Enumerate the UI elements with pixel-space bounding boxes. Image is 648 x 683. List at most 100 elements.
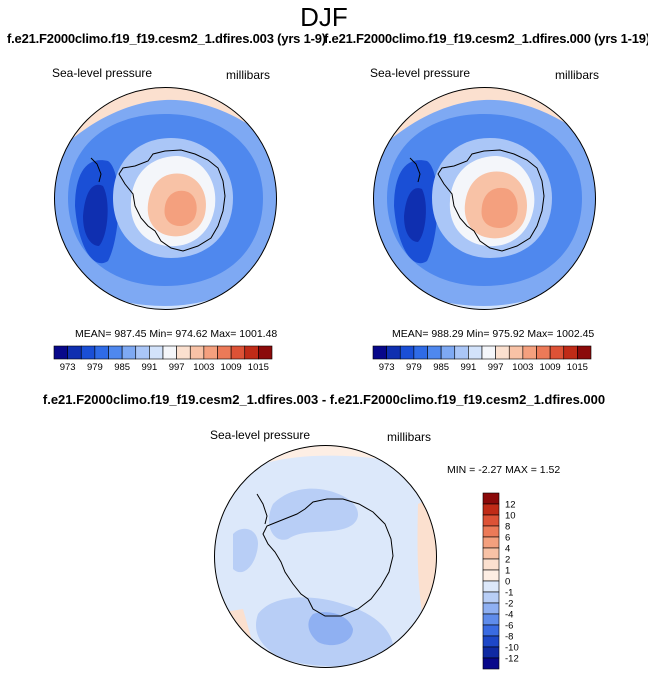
colorbar-swatch (244, 345, 259, 360)
colorbar-swatch (508, 345, 524, 360)
negative-anomaly-core (308, 612, 353, 646)
colorbar-swatch (53, 345, 68, 360)
colorbar-swatch (481, 345, 496, 360)
colorbar-swatch (67, 345, 82, 360)
right-stats: MEAN= 988.29 Min= 975.92 Max= 1002.45 (392, 328, 595, 340)
left-variable-label: Sea-level pressure (52, 66, 153, 80)
antarctica-coastline (437, 149, 545, 252)
colorbar-tick-label: -6 (505, 621, 513, 632)
colorbar-swatch (482, 591, 500, 604)
map-border (214, 445, 437, 668)
colorbar-swatch (522, 345, 537, 360)
negative-anomaly-north (268, 488, 358, 540)
outer-high-ring (373, 87, 596, 156)
outer-high-ring (54, 87, 277, 156)
right-polar-map (373, 87, 596, 310)
left-panel-title: f.e21.F2000climo.f19_f19.cesm2_1.dfires.… (7, 31, 326, 46)
colorbar-swatch (495, 345, 510, 360)
map-border (373, 87, 596, 310)
colorbar-tick-label: 10 (505, 511, 516, 522)
diff-stats: MIN = -2.27 MAX = 1.52 (447, 464, 561, 476)
colorbar-tick-label: 1009 (221, 362, 242, 373)
deepest-low-west (404, 188, 426, 242)
colorbar-tick-label: 2 (505, 555, 510, 566)
antarctica-coastline (118, 149, 226, 252)
colorbar-tick-label: 979 (87, 362, 103, 373)
left-stats: MEAN= 987.45 Min= 974.62 Max= 1001.48 (75, 328, 278, 340)
colorbar-swatch (413, 345, 428, 360)
colorbar-swatch (386, 345, 401, 360)
season-title: DJF (300, 2, 348, 32)
colorbar-swatch (108, 345, 123, 360)
colorbar-tick-label: 979 (406, 362, 422, 373)
colorbar-swatch (217, 345, 232, 360)
left-polar-map (54, 87, 277, 310)
colorbar-swatch (482, 492, 500, 505)
colorbar-swatch (189, 345, 205, 360)
colorbar-swatch (482, 547, 500, 560)
colorbar-tick-label: -1 (505, 588, 513, 599)
colorbar-swatch (482, 536, 500, 549)
colorbar-tick-label: 12 (505, 500, 516, 511)
colorbar-swatch (482, 558, 500, 571)
colorbar-tick-label: 1003 (512, 362, 533, 373)
colorbar-swatch (203, 345, 218, 360)
colorbar-swatch (482, 514, 500, 527)
south-america-tip (90, 157, 102, 183)
colorbar-swatch (563, 345, 578, 360)
colorbar-tick-label: 991 (141, 362, 157, 373)
colorbar-swatch (482, 613, 500, 626)
colorbar-tick-label: -8 (505, 632, 513, 643)
colorbar-swatch (482, 525, 500, 538)
diff-variable-label: Sea-level pressure (210, 428, 311, 442)
colorbar-tick-label: 1003 (193, 362, 214, 373)
colorbar-tick-label: 985 (433, 362, 449, 373)
colorbar-swatch (482, 657, 500, 670)
colorbar-tick-label: 1015 (567, 362, 588, 373)
colorbar-swatch (440, 345, 456, 360)
colorbar-swatch (549, 345, 565, 360)
colorbar-swatch (427, 345, 442, 360)
colorbar-swatch (536, 345, 551, 360)
south-america-tip (256, 493, 268, 525)
colorbar-swatch (135, 345, 150, 360)
colorbar-tick-label: 973 (60, 362, 76, 373)
plateau-max (481, 187, 518, 228)
colorbar-swatch (94, 345, 109, 360)
colorbar-swatch (399, 345, 415, 360)
colorbar-swatch (176, 345, 191, 360)
antarctica-coastline (262, 498, 394, 617)
deepest-low-west (83, 184, 108, 246)
colorbar-tick-label: 985 (114, 362, 130, 373)
colorbar-swatch (482, 646, 500, 659)
map-border (54, 87, 277, 310)
colorbar-tick-label: -10 (505, 643, 519, 654)
colorbar-tick-label: 997 (488, 362, 504, 373)
colorbar-swatch (482, 580, 500, 593)
difference-polar-map (214, 445, 437, 668)
colorbar-tick-label: 1015 (248, 362, 269, 373)
difference-title: f.e21.F2000climo.f19_f19.cesm2_1.dfires.… (42, 392, 606, 407)
colorbar-tick-label: 4 (505, 544, 510, 555)
colorbar-swatch (482, 503, 500, 516)
right-variable-label: Sea-level pressure (370, 66, 471, 80)
colorbar-tick-label: 8 (505, 522, 510, 533)
colorbar-swatch (482, 624, 500, 637)
colorbar-tick-label: 991 (460, 362, 476, 373)
colorbar-swatch (230, 345, 246, 360)
negative-anomaly-west (233, 528, 258, 573)
colorbar-tick-label: 997 (169, 362, 185, 373)
colorbar-swatch (468, 345, 483, 360)
colorbar-swatch (80, 345, 96, 360)
colorbar-tick-label: -12 (505, 654, 519, 665)
colorbar-tick-label: 0 (505, 577, 510, 588)
south-america-tip (409, 157, 421, 183)
colorbar-tick-label: 973 (379, 362, 395, 373)
plateau-max (164, 190, 197, 227)
colorbar-tick-label: 1 (505, 566, 510, 577)
colorbar-tick-label: -4 (505, 610, 513, 621)
right-colorbar: 973 979 985 991 997 1003 1009 1015 (372, 345, 592, 373)
colorbar-swatch (482, 635, 500, 648)
colorbar-swatch (149, 345, 164, 360)
